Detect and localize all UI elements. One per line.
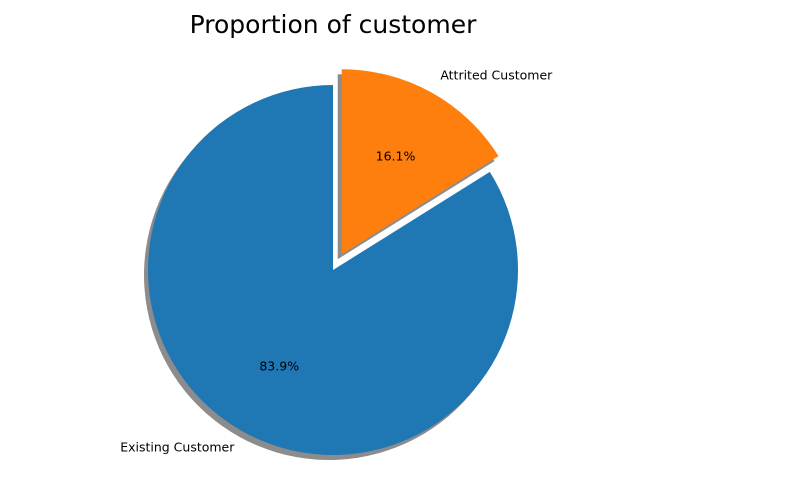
pie-label-layer: Existing Customer 83.9% Attrited Customer 1… — [120, 68, 553, 455]
percent-label-attrited-customer: 16.1% — [376, 149, 416, 164]
pie-slice-attrited-customer — [341, 69, 499, 255]
percent-label-existing-customer: 83.9% — [259, 359, 299, 374]
pie-slice-layer — [148, 69, 518, 456]
chart-title: Proportion of customer — [190, 10, 477, 39]
slice-label-attrited-customer: Attrited Customer — [440, 68, 553, 83]
slice-label-existing-customer: Existing Customer — [120, 440, 235, 455]
pie-slice-existing-customer — [148, 85, 518, 456]
